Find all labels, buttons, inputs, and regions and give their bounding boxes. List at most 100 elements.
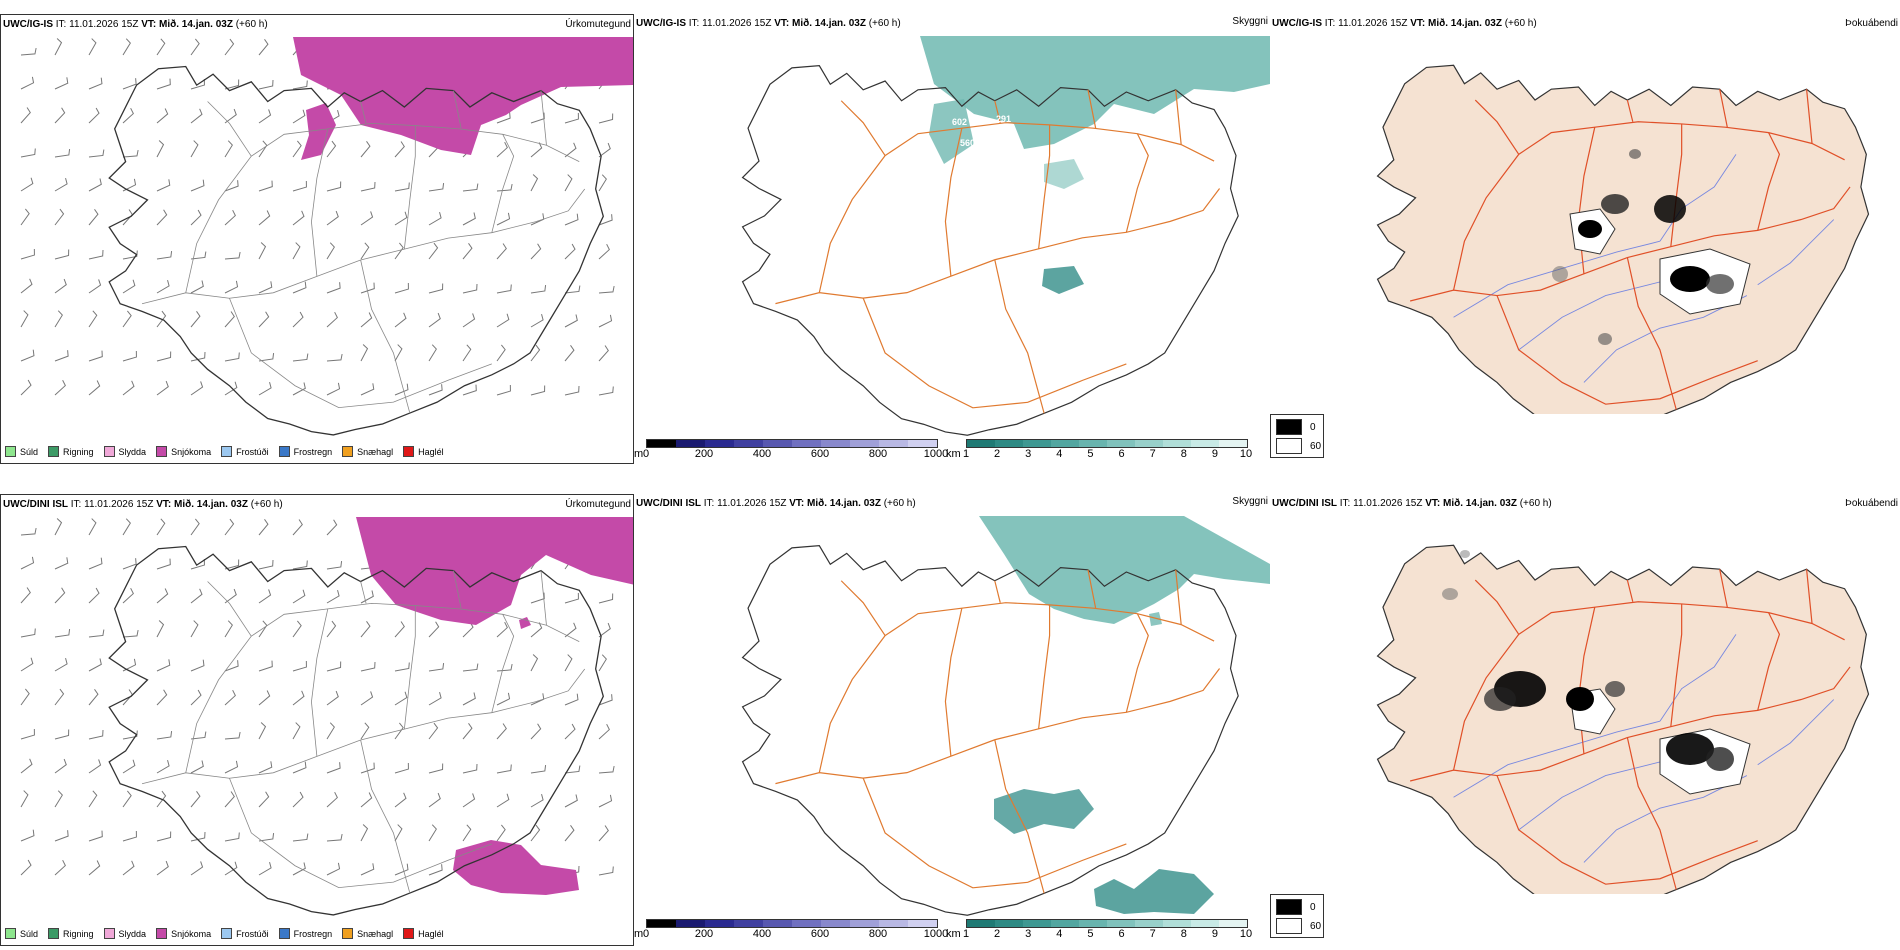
wind-barb: [496, 141, 508, 158]
wind-barb: [54, 77, 69, 90]
wind-barb: [496, 385, 511, 396]
wind-barb: [20, 527, 37, 536]
legend-item: Haglél: [403, 446, 444, 457]
wind-barb: [564, 385, 580, 396]
road-network: [1410, 569, 1850, 889]
wind-barb: [530, 622, 543, 638]
wind-barb: [190, 760, 204, 774]
wind-barb: [88, 860, 101, 876]
road: [1088, 570, 1096, 608]
wind-barb: [564, 825, 575, 842]
colorbar-strip: [966, 919, 1248, 928]
wind-barb: [122, 107, 134, 124]
wind-barbs: [20, 518, 615, 876]
low-visibility-area: [929, 99, 974, 164]
wind-barb: [258, 242, 267, 260]
wind-barb: [462, 723, 473, 740]
wind-barb: [190, 588, 203, 604]
wind-barb: [360, 312, 373, 328]
wind-barb: [54, 148, 71, 158]
precip-panel-bottom: UWC/DINI ISL IT: 11.01.2026 15Z VT: Mið.…: [0, 494, 634, 946]
wind-barb: [598, 214, 613, 226]
wind-barb: [258, 589, 272, 604]
wind-barb: [360, 211, 374, 226]
colorbar-segment: [1191, 920, 1219, 927]
colorbar-tick-label: 6: [1118, 928, 1125, 940]
wind-barb: [496, 824, 506, 842]
wind-barb: [258, 660, 273, 672]
wind-barb: [190, 559, 205, 570]
cloud-base-label: 291: [996, 114, 1012, 124]
road: [1671, 604, 1682, 727]
wind-barb: [122, 250, 138, 260]
wind-barb: [122, 38, 131, 56]
colorbar-tick-label: 3: [1025, 928, 1032, 940]
wind-barb: [326, 560, 343, 570]
wind-barb: [258, 281, 273, 294]
legend-swatch: [48, 928, 60, 939]
colorbar-segment: [1051, 920, 1079, 927]
wind-barb: [292, 281, 307, 294]
wind-barb: [292, 140, 302, 158]
panel-type-label: Úrkomutegund: [565, 499, 631, 510]
fog-legend-row: 0: [1276, 899, 1316, 915]
fog-blobs: [1442, 550, 1734, 771]
wind-barb: [258, 180, 273, 192]
wind-barb: [122, 178, 137, 192]
wind-barb: [20, 729, 35, 740]
colorbar-segment: [995, 920, 1023, 927]
wind-barb: [530, 654, 539, 672]
colorbar-segment: [1135, 440, 1163, 447]
colorbar-segment: [879, 440, 908, 447]
river: [1584, 776, 1747, 863]
wind-barb: [224, 660, 239, 672]
wind-barb: [224, 352, 240, 362]
wind-barb: [20, 249, 35, 260]
wind-barb: [122, 831, 137, 842]
wind-barb: [54, 790, 63, 808]
wind-barb: [190, 108, 203, 124]
legend-item: Frostregn: [278, 928, 332, 939]
wind-barb: [88, 38, 97, 56]
wind-barb: [496, 313, 510, 328]
wind-barb: [598, 794, 613, 808]
road: [186, 603, 580, 772]
wind-barb: [20, 107, 31, 124]
wind-barb: [326, 862, 341, 876]
wind-barb: [190, 861, 204, 876]
colorbar-segment: [1163, 440, 1191, 447]
panel-type-label: Úrkomutegund: [565, 19, 631, 30]
wind-barb: [394, 662, 410, 672]
wind-barb: [122, 310, 132, 328]
wind-barb: [258, 352, 275, 362]
wind-barb: [190, 659, 205, 672]
wind-barb: [88, 77, 103, 90]
wind-barb: [564, 243, 576, 260]
wind-barb: [564, 314, 578, 328]
visibility-map-top: [634, 36, 1270, 464]
legend-item: Rigning: [48, 446, 94, 457]
visibility-panel-bottom: UWC/DINI ISL IT: 11.01.2026 15Z VT: Mið.…: [634, 494, 1270, 946]
wind-barb: [190, 351, 206, 362]
wind-barb: [326, 690, 339, 706]
iceland-coastline: [109, 67, 603, 435]
road: [454, 571, 462, 609]
wind-barb: [224, 251, 241, 260]
wind-barb: [360, 242, 370, 260]
colorbar-segment: [1079, 920, 1107, 927]
wind-barb: [54, 830, 69, 842]
snow-area: [301, 103, 336, 160]
wind-barb: [292, 80, 308, 90]
fog-high-swatch: [1276, 419, 1302, 435]
wind-barb: [530, 112, 545, 124]
cloud-base-colorbar: m 0 200 400 600 800 1000: [634, 439, 948, 463]
wind-barb: [54, 557, 69, 570]
wind-barb: [598, 142, 611, 158]
wind-barb: [428, 312, 441, 328]
colorbar-tick-label: 600: [810, 448, 830, 460]
wind-barb: [122, 209, 133, 226]
wind-barb: [20, 349, 35, 362]
wind-barb: [292, 181, 307, 192]
snow-area: [453, 840, 579, 895]
legend-item: Snjókoma: [156, 446, 211, 457]
